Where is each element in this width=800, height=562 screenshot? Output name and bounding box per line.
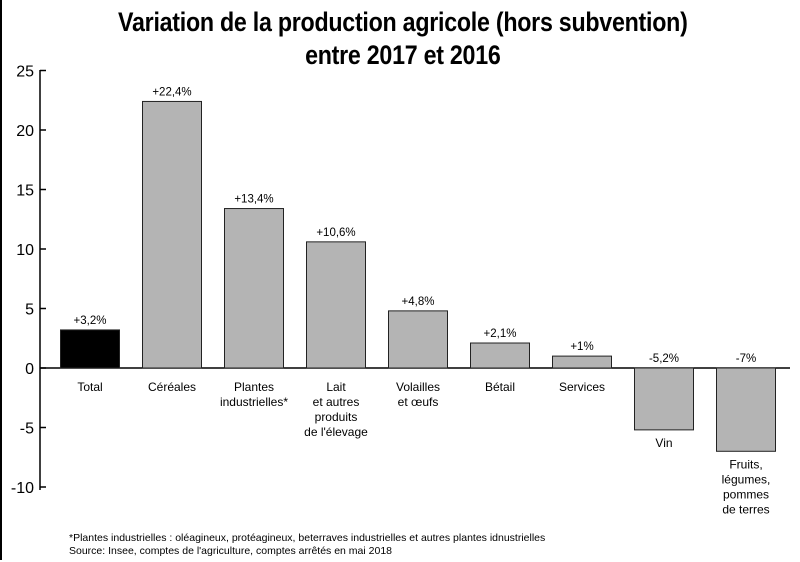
category-label: Bétail bbox=[485, 380, 515, 394]
bar bbox=[60, 329, 120, 369]
bar-value-label: +13,4% bbox=[234, 194, 273, 206]
category-label: Total bbox=[77, 380, 102, 394]
bar bbox=[552, 355, 612, 369]
bar-value-label: -5,2% bbox=[649, 353, 679, 365]
chart-title-line-1: Variation de la production agricole (hor… bbox=[118, 7, 688, 37]
y-tick-label: 0 bbox=[25, 361, 34, 378]
bar-value-label: +22,4% bbox=[152, 86, 191, 98]
y-tick-label: 15 bbox=[16, 183, 34, 200]
category-label: Services bbox=[559, 380, 605, 394]
bar-chart: 25 20 15 10 5 0 -5 -10 +3,2% +22,4% +13,4% +10,6% +… bbox=[11, 64, 790, 516]
source-text: Source: Insee, comptes de l'agriculture,… bbox=[69, 545, 393, 557]
chart-title-line-2: entre 2017 et 2016 bbox=[305, 40, 501, 70]
bar-value-label: +10,6% bbox=[316, 227, 355, 239]
y-tick-label: -5 bbox=[20, 421, 34, 438]
bar bbox=[634, 367, 694, 431]
y-tick-label: 10 bbox=[16, 242, 34, 259]
category-label: Plantes industrielles* bbox=[220, 380, 288, 409]
category-label: Fruits, légumes, pommes de terres bbox=[722, 457, 771, 516]
bar bbox=[716, 367, 776, 452]
category-label: Vin bbox=[655, 436, 672, 450]
bar-value-label: +2,1% bbox=[484, 328, 517, 340]
y-tick-label: 25 bbox=[16, 64, 34, 81]
category-label: Céréales bbox=[148, 380, 196, 394]
bar-value-label: +4,8% bbox=[402, 296, 435, 308]
category-label: Volailles et œufs bbox=[396, 380, 440, 409]
bar bbox=[306, 241, 366, 369]
y-tick-label: 20 bbox=[16, 123, 34, 140]
y-tick-label: 5 bbox=[25, 302, 34, 319]
bar-value-label: +1% bbox=[570, 341, 593, 353]
bar bbox=[142, 100, 202, 369]
category-label: Lait et autres produits de l'élevage bbox=[304, 380, 368, 439]
bar-value-label: -7% bbox=[736, 353, 756, 365]
y-tick-label: -10 bbox=[11, 480, 34, 497]
bar bbox=[224, 208, 284, 369]
bar bbox=[470, 342, 530, 369]
bar bbox=[388, 310, 448, 369]
bar-value-label: +3,2% bbox=[74, 315, 107, 327]
footnote-text: *Plantes industrielles : oléagineux, pro… bbox=[69, 532, 546, 544]
